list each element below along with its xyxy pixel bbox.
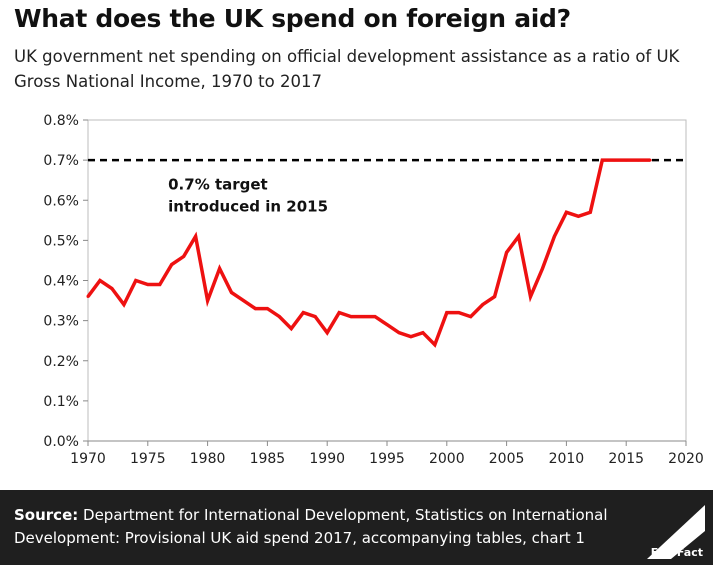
- source-citation: Source: Department for International Dev…: [14, 504, 634, 550]
- x-tick-label: 2000: [429, 451, 465, 467]
- y-tick-label: 0.7%: [43, 153, 79, 169]
- y-tick-label: 0.0%: [43, 434, 79, 450]
- data-point: [540, 266, 544, 270]
- x-tick-label: 1990: [309, 451, 345, 467]
- data-point: [636, 158, 640, 162]
- chart-axes: 0.0% 0.1% 0.2% 0.3% 0.4% 0.5% 0.6% 0.7% 0.8% 1970…: [43, 113, 703, 467]
- data-point: [98, 279, 102, 282]
- x-tick-label: 2020: [668, 451, 704, 467]
- data-point: [122, 303, 126, 307]
- y-tick-label: 0.1%: [43, 394, 79, 410]
- data-point: [421, 331, 425, 335]
- source-text: Department for International Development…: [14, 506, 608, 547]
- y-tick-label: 0.5%: [43, 233, 79, 249]
- data-point: [170, 262, 174, 266]
- data-point: [289, 327, 293, 331]
- data-point: [552, 234, 556, 238]
- x-tick-label: 1985: [250, 451, 286, 467]
- data-point: [469, 315, 473, 319]
- data-point: [397, 331, 401, 335]
- data-point: [241, 299, 245, 303]
- y-tick-label: 0.8%: [43, 113, 79, 129]
- target-annotation-text: introduced in 2015: [168, 197, 328, 215]
- data-point: [612, 158, 616, 162]
- x-tick-label: 2010: [549, 451, 585, 467]
- data-point: [230, 291, 234, 295]
- data-point: [433, 343, 437, 347]
- data-point: [493, 295, 497, 299]
- plot-frame: [87, 119, 687, 442]
- x-tick-label: 2005: [489, 451, 525, 467]
- data-point: [86, 295, 90, 299]
- data-point: [564, 210, 568, 214]
- source-footer: Source: Department for International Dev…: [0, 490, 713, 565]
- data-point: [409, 335, 413, 339]
- data-point: [648, 158, 652, 162]
- data-point: [253, 307, 257, 311]
- data-point: [301, 311, 305, 315]
- data-point: [218, 266, 222, 270]
- data-point: [194, 234, 198, 238]
- y-tick-label: 0.3%: [43, 314, 79, 330]
- data-point: [158, 283, 162, 287]
- data-point: [517, 234, 521, 238]
- data-point: [182, 254, 186, 258]
- data-point: [385, 323, 389, 327]
- data-point: [445, 311, 449, 315]
- chart-subtitle: UK government net spending on official d…: [14, 47, 680, 91]
- data-point: [505, 250, 509, 254]
- data-point: [576, 214, 580, 218]
- data-point: [361, 315, 365, 319]
- data-point: [457, 311, 461, 315]
- annotation-layer: 0.7% target introduced in 2015: [168, 175, 328, 215]
- data-point: [349, 315, 353, 319]
- y-tick-label: 0.2%: [43, 354, 79, 370]
- y-tick-label: 0.4%: [43, 274, 79, 290]
- data-point: [110, 287, 114, 291]
- series-layer: [86, 158, 652, 348]
- data-point: [373, 315, 377, 319]
- x-tick-label: 1970: [70, 451, 106, 467]
- chart-title: What does the UK spend on foreign aid?: [14, 4, 571, 33]
- data-point: [624, 158, 628, 162]
- data-point: [206, 299, 210, 303]
- data-point: [265, 307, 269, 311]
- data-point: [529, 295, 533, 299]
- series-line: [86, 158, 651, 348]
- full-fact-logo-text: Full Fact: [650, 546, 703, 559]
- x-tick-label: 2015: [608, 451, 644, 467]
- data-point: [588, 210, 592, 214]
- data-point: [481, 303, 485, 307]
- source-label: Source:: [14, 506, 79, 524]
- data-point: [146, 283, 150, 287]
- data-point: [600, 158, 604, 162]
- target-annotation-text: 0.7% target: [168, 175, 268, 193]
- x-tick-label: 1975: [130, 451, 166, 467]
- x-tick-label: 1980: [190, 451, 226, 467]
- data-point: [337, 311, 341, 315]
- line-chart: 0.0% 0.1% 0.2% 0.3% 0.4% 0.5% 0.6% 0.7% 0.8% 1970…: [43, 113, 703, 467]
- full-fact-logo-icon: [647, 505, 705, 559]
- data-point: [313, 315, 317, 319]
- y-tick-label: 0.6%: [43, 193, 79, 209]
- data-point: [134, 279, 138, 282]
- x-tick-label: 1995: [369, 451, 405, 467]
- data-point: [325, 331, 329, 335]
- data-point: [277, 315, 281, 319]
